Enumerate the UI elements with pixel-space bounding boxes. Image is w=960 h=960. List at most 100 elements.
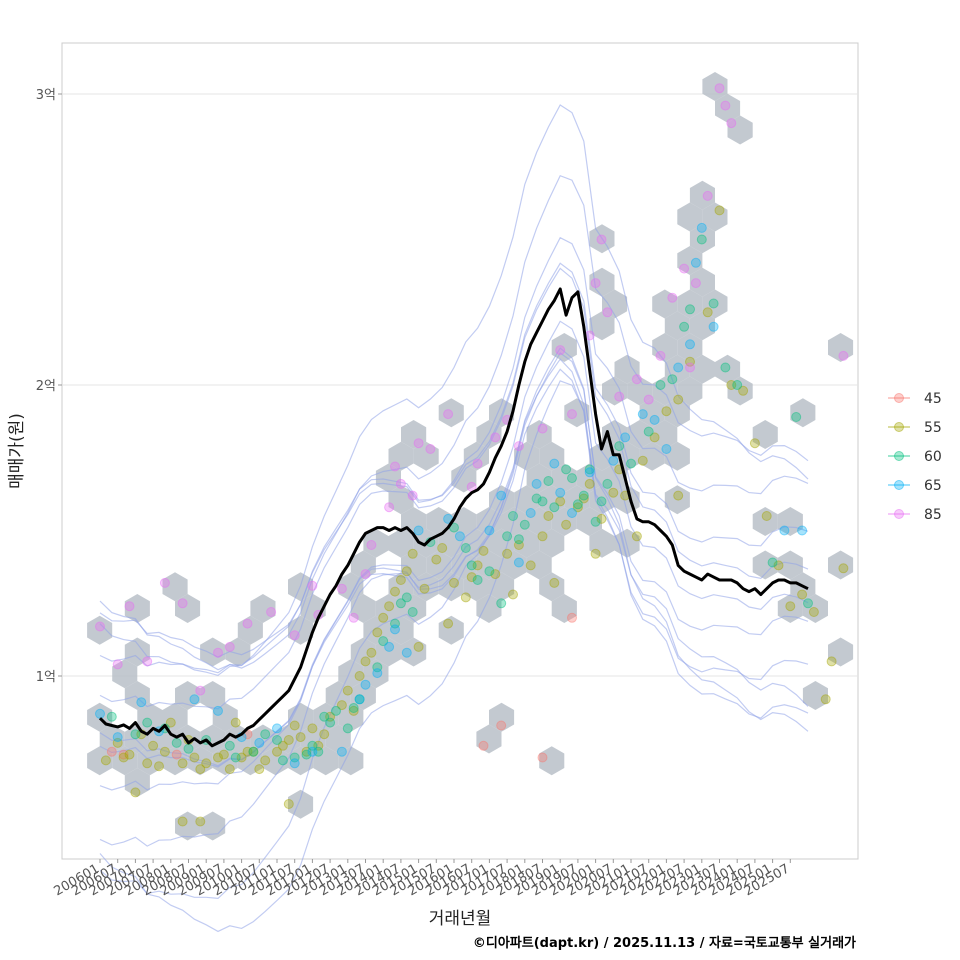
data-point-55 [218,749,229,760]
data-point-85 [602,307,613,318]
data-point-65 [336,746,347,757]
data-point-55 [508,589,518,600]
hex-cell [551,333,577,362]
data-point-65 [372,668,383,679]
data-point-60 [561,464,572,475]
hex-cell [162,702,188,732]
hex-cell [589,311,615,341]
hex-cell [350,550,376,580]
hex-cell [526,550,552,580]
data-point-60 [596,496,607,507]
data-point-65 [189,694,200,705]
data-point-60 [572,499,583,510]
hex-cell [652,376,678,406]
hex-cell [576,507,602,536]
data-point-85 [425,444,436,454]
data-point-55 [224,764,235,775]
data-point-60 [460,543,471,553]
data-point-60 [791,412,802,422]
hex-cell [438,615,464,645]
scatter-points [95,83,849,827]
data-point-55 [124,749,135,760]
hex-cell [350,681,376,710]
data-point-85 [195,685,206,696]
data-point-55 [702,307,713,318]
data-point-85 [177,598,188,609]
hex-cell [677,246,703,275]
data-point-55 [460,592,471,603]
data-point-60 [390,618,400,629]
data-point-55 [637,455,648,466]
data-point-55 [502,548,513,559]
data-point-60 [508,511,518,521]
data-point-60 [590,516,601,527]
hex-cell [664,441,690,471]
data-point-55 [590,548,601,559]
hex-cell [212,702,238,732]
data-point-55 [608,487,619,498]
data-point-60 [584,464,595,475]
data-point-55 [820,694,831,705]
caption: ©디아파트(dapt.kr) / 2025.11.13 / 자료=국토교통부 실… [473,935,856,951]
data-point-60 [272,735,282,745]
data-point-60 [277,755,288,766]
hex-cell [689,311,715,341]
hex-cell [363,659,389,689]
data-point-85 [360,569,371,580]
legend-key [894,509,904,519]
hex-cell [526,507,552,536]
data-point-55 [100,755,111,766]
data-point-55 [797,589,808,600]
data-point-60 [378,636,389,647]
data-point-55 [159,746,170,757]
hex-cell [777,550,803,580]
data-point-65 [708,321,719,332]
density-contours [99,104,809,933]
data-point-45 [567,612,577,623]
data-point-55 [301,746,312,757]
data-point-55 [395,575,406,585]
data-point-55 [549,577,560,588]
hex-cell [627,376,653,406]
data-point-45 [171,749,182,760]
data-point-55 [307,723,318,734]
data-point-85 [702,190,713,201]
hex-cell [200,724,226,754]
hex-cell [338,572,364,602]
hex-cell [451,550,477,580]
hex-cell [338,659,364,689]
hex-cell [752,550,778,580]
data-point-55 [761,511,772,521]
data-point-55 [319,729,330,740]
data-point-60 [655,380,666,390]
hex-cell [652,333,678,362]
data-point-65 [620,432,631,443]
data-point-85 [726,118,737,129]
hex-cell [576,463,602,493]
data-point-65 [637,409,648,420]
data-point-85 [366,540,377,550]
data-point-60 [720,362,731,373]
data-point-55 [213,752,223,763]
hex-cell [602,376,628,406]
data-point-55 [826,656,837,667]
data-point-85 [336,583,347,594]
data-point-65 [390,624,400,635]
hex-cell [564,485,590,515]
data-point-55 [525,560,536,571]
data-point-60 [248,746,259,757]
data-point-60 [301,749,312,760]
data-point-55 [838,563,849,574]
data-point-55 [773,560,784,571]
data-point-60 [685,304,695,315]
legend-key [894,451,904,461]
data-point-85 [407,490,418,501]
data-point-55 [254,764,265,775]
data-point-60 [289,752,300,763]
data-point-85 [112,659,123,670]
data-point-55 [661,406,672,417]
y-axis-title: 매매가(원) [7,413,27,489]
hex-cell [438,572,464,602]
data-point-60 [260,729,271,740]
data-point-60 [401,592,412,603]
